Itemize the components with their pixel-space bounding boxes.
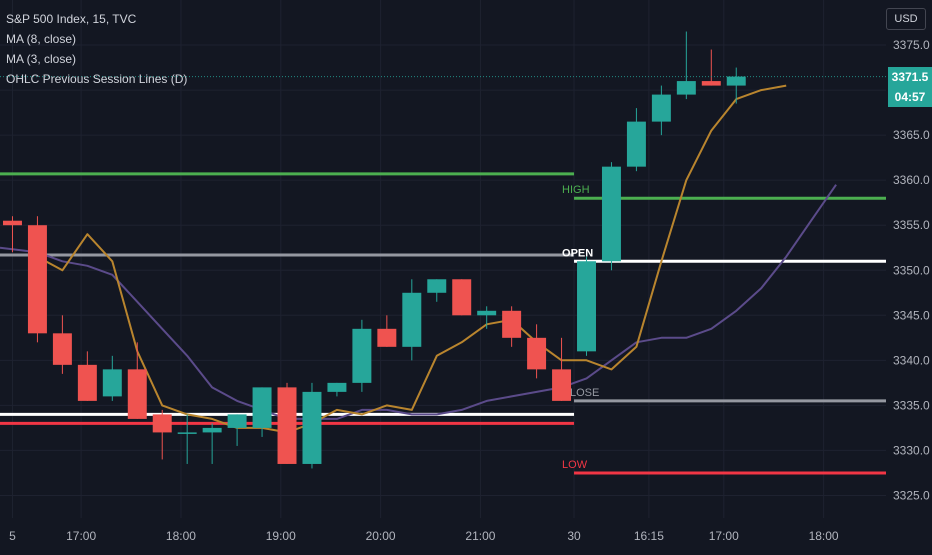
candle-body	[502, 310, 522, 338]
x-tick-label: 20:00	[366, 529, 396, 543]
candle-body	[651, 94, 671, 122]
candle-body	[527, 337, 547, 370]
candle-body	[227, 414, 247, 428]
countdown-tag: 04:57	[888, 86, 932, 107]
candle	[527, 324, 547, 379]
candle-body	[202, 427, 222, 433]
candle	[327, 382, 347, 397]
y-tick-label: 3345.0	[893, 308, 930, 322]
candle-body	[27, 225, 47, 334]
candle-body	[676, 81, 696, 95]
candle	[452, 279, 472, 316]
x-tick-label: 21:00	[465, 529, 495, 543]
candle	[552, 337, 572, 401]
candle-body	[626, 121, 646, 167]
candle	[377, 315, 397, 347]
ma8-line	[0, 184, 837, 420]
y-tick-label: 3325.0	[893, 488, 930, 502]
candle	[202, 423, 222, 464]
candle-body	[177, 432, 197, 434]
candle	[102, 355, 122, 401]
candle-body	[402, 292, 422, 347]
x-tick-label: 17:00	[66, 529, 96, 543]
candle-body	[726, 76, 746, 86]
candle	[726, 67, 746, 104]
candle-body	[352, 328, 372, 383]
x-tick-label: 17:00	[709, 529, 739, 543]
candle	[302, 382, 322, 469]
moving-averages	[0, 84, 837, 434]
y-tick-label: 3360.0	[893, 173, 930, 187]
candle	[427, 279, 447, 302]
candle-body	[577, 261, 596, 352]
candle-body	[127, 369, 147, 419]
x-axis[interactable]: 5 17:00 18:00 19:00 20:00 21:00 30 16:15 17:00 18…	[9, 529, 839, 543]
session-open-label: OPEN	[562, 247, 593, 259]
candle	[577, 256, 596, 356]
session-close-label: CLOSE	[562, 387, 599, 399]
candle-body	[377, 328, 397, 347]
candle-body	[477, 310, 497, 316]
candle	[651, 85, 671, 136]
currency-button[interactable]: USD	[886, 8, 926, 30]
candle-body	[701, 81, 721, 86]
candle	[352, 319, 372, 392]
y-axis[interactable]: 3375.03370.03365.03360.03355.03350.03345…	[893, 38, 930, 502]
candle	[27, 216, 47, 343]
x-tick-label: 5	[9, 529, 16, 543]
candle	[277, 382, 297, 464]
candle-body	[152, 414, 172, 433]
x-tick-label: 19:00	[266, 529, 296, 543]
candle	[626, 108, 646, 172]
candle-body	[77, 364, 97, 401]
candle-body	[552, 369, 572, 401]
y-tick-label: 3375.0	[893, 38, 930, 52]
last-price-tag: 3371.5	[888, 66, 932, 87]
session-lines: HIGH OPEN CLOSE LOW	[562, 184, 886, 475]
x-tick-label: 18:00	[166, 529, 196, 543]
y-tick-label: 3340.0	[893, 353, 930, 367]
candle-body	[327, 382, 347, 392]
candle	[52, 315, 72, 374]
candle	[227, 414, 247, 446]
y-tick-label: 3350.0	[893, 263, 930, 277]
y-tick-label: 3365.0	[893, 128, 930, 142]
candle-body	[427, 279, 447, 293]
candle-body	[2, 220, 22, 226]
candle	[701, 49, 721, 86]
candle-body	[452, 279, 472, 316]
candle	[252, 387, 272, 437]
candle	[177, 414, 197, 464]
x-tick-label: 16:15	[634, 529, 664, 543]
y-tick-label: 3355.0	[893, 218, 930, 232]
y-tick-label: 3330.0	[893, 443, 930, 457]
x-tick-label: 18:00	[809, 529, 839, 543]
candle-body	[302, 391, 322, 464]
grid-lines	[0, 0, 886, 518]
candle-body	[601, 166, 621, 262]
candle	[477, 306, 497, 329]
candle	[601, 162, 621, 271]
candle	[152, 409, 172, 460]
candle-body	[102, 369, 122, 397]
candle	[402, 279, 422, 361]
candle	[676, 31, 696, 100]
candles	[2, 31, 746, 469]
candle-body	[52, 333, 72, 365]
y-tick-label: 3335.0	[893, 398, 930, 412]
candle	[127, 342, 147, 419]
session-high-label: HIGH	[562, 184, 590, 196]
x-tick-label: 30	[567, 529, 581, 543]
candle-body	[277, 387, 297, 464]
candle	[77, 351, 97, 401]
session-low-label: LOW	[562, 459, 588, 471]
candle-body	[252, 387, 272, 428]
candle	[502, 306, 522, 347]
candle	[2, 216, 22, 253]
ma3-line	[36, 84, 787, 434]
